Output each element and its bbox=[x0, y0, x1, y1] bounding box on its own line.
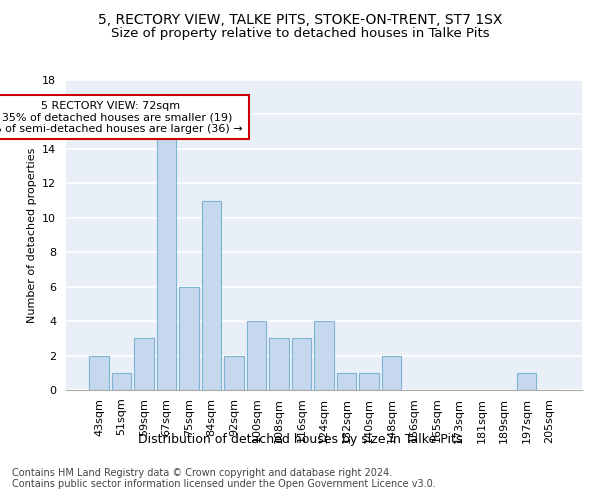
Bar bbox=[517, 373, 536, 390]
Bar bbox=[247, 321, 266, 390]
Text: Distribution of detached houses by size in Talke Pits: Distribution of detached houses by size … bbox=[138, 432, 462, 446]
Bar bbox=[269, 338, 289, 390]
Text: Contains HM Land Registry data © Crown copyright and database right 2024.
Contai: Contains HM Land Registry data © Crown c… bbox=[12, 468, 436, 489]
Bar bbox=[89, 356, 109, 390]
Bar bbox=[202, 200, 221, 390]
Bar bbox=[224, 356, 244, 390]
Text: Size of property relative to detached houses in Talke Pits: Size of property relative to detached ho… bbox=[110, 28, 490, 40]
Bar bbox=[314, 321, 334, 390]
Bar bbox=[382, 356, 401, 390]
Bar bbox=[134, 338, 154, 390]
Text: 5, RECTORY VIEW, TALKE PITS, STOKE-ON-TRENT, ST7 1SX: 5, RECTORY VIEW, TALKE PITS, STOKE-ON-TR… bbox=[98, 12, 502, 26]
Text: 5 RECTORY VIEW: 72sqm
← 35% of detached houses are smaller (19)
65% of semi-deta: 5 RECTORY VIEW: 72sqm ← 35% of detached … bbox=[0, 100, 243, 134]
Bar bbox=[359, 373, 379, 390]
Bar bbox=[337, 373, 356, 390]
Y-axis label: Number of detached properties: Number of detached properties bbox=[26, 148, 37, 322]
Bar bbox=[157, 132, 176, 390]
Bar bbox=[112, 373, 131, 390]
Bar bbox=[179, 286, 199, 390]
Bar bbox=[292, 338, 311, 390]
